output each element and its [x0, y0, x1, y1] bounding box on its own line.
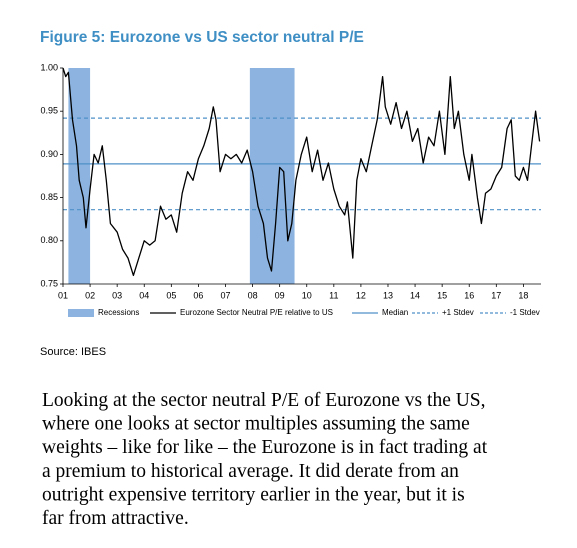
series-line: [62, 67, 541, 277]
legend-label: +1 Stdev: [442, 308, 474, 317]
y-tick-label: 0.95: [40, 106, 58, 116]
x-tick-label: 06: [193, 290, 203, 300]
paragraph-line: weights – like for like – the Eurozone i…: [42, 437, 488, 458]
x-tick-label: 18: [518, 290, 528, 300]
figure-title: Figure 5: Eurozone vs US sector neutral …: [40, 29, 364, 46]
y-tick-label: 0.80: [40, 235, 58, 245]
x-tick-label: 12: [356, 290, 366, 300]
y-tick-label: 0.85: [40, 192, 58, 202]
paragraph-line: Looking at the sector neutral P/E of Eur…: [42, 390, 486, 411]
x-tick-label: 01: [58, 290, 68, 300]
legend-label: Median: [382, 308, 408, 317]
x-tick-label: 08: [248, 290, 258, 300]
x-tick-label: 10: [302, 290, 312, 300]
x-tick-label: 11: [329, 290, 338, 300]
x-tick-label: 14: [410, 290, 420, 300]
x-tick-label: 09: [275, 290, 285, 300]
legend-label: Recessions: [98, 308, 139, 317]
x-tick-label: 04: [139, 290, 149, 300]
x-tick-label: 13: [383, 290, 393, 300]
x-tick-label: 17: [491, 290, 501, 300]
paragraph-line: where one looks at sector multiples assu…: [42, 414, 470, 435]
x-tick-label: 05: [166, 290, 176, 300]
paragraph-line: far from attractive.: [42, 508, 189, 529]
y-tick-label: 0.75: [40, 278, 58, 288]
legend-swatch: [68, 309, 94, 317]
recession-band: [249, 68, 295, 284]
x-tick-label: 03: [112, 290, 122, 300]
paragraph-line: outright expensive territory earlier in …: [42, 484, 465, 505]
x-tick-label: 16: [464, 290, 474, 300]
y-tick-label: 1.00: [40, 62, 58, 72]
source: Source: IBES: [40, 346, 106, 358]
paragraph-line: a premium to historical average. It did …: [42, 461, 459, 482]
x-tick-label: 07: [220, 290, 230, 300]
legend-label: Eurozone Sector Neutral P/E relative to …: [180, 308, 333, 317]
x-tick-label: 02: [85, 290, 95, 300]
x-tick-label: 15: [437, 290, 447, 300]
y-tick-label: 0.90: [40, 149, 58, 159]
legend-label: -1 Stdev: [510, 308, 540, 317]
